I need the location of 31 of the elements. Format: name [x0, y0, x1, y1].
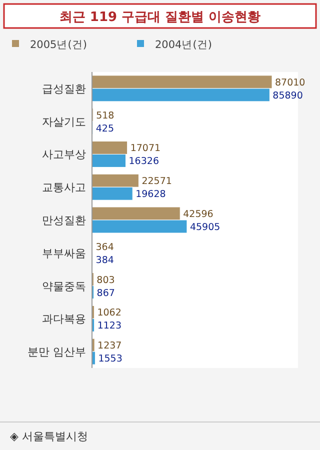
data-label: 85890: [272, 90, 303, 102]
data-label: 87010: [275, 77, 306, 88]
data-label: 16326: [128, 156, 160, 168]
data-label: 17071: [130, 143, 161, 154]
data-label: 1123: [97, 320, 122, 332]
y-tick-label: 분만 임산부: [28, 346, 86, 359]
data-label: 19628: [136, 189, 166, 200]
data-label: 518: [96, 110, 114, 122]
data-label: 384: [96, 254, 114, 266]
data-label: 364: [96, 242, 114, 253]
data-label: 803: [96, 274, 115, 286]
y-tick-label: 급성질환: [42, 82, 86, 96]
data-label: 1237: [98, 340, 122, 352]
y-tick-label: 부부싸움: [42, 246, 86, 260]
y-tick-label: 과다복용: [42, 312, 86, 326]
data-label: 42596: [183, 209, 214, 220]
y-tick-label: 약물중독: [42, 280, 86, 293]
data-label: 1062: [97, 308, 122, 319]
chart-title: 최근 119 구급대 질환별 이송현황: [59, 10, 261, 25]
data-label: 45905: [190, 222, 220, 233]
legend-label: 2005년(건): [30, 39, 87, 51]
y-tick-label: 교통사고: [42, 181, 86, 194]
y-tick-label: 자살기도: [42, 115, 86, 128]
data-label: 1553: [98, 354, 122, 365]
y-tick-label: 만성질환: [42, 214, 86, 227]
data-label: 425: [96, 123, 114, 134]
y-tick-label: 사고부상: [42, 148, 86, 162]
text: ◈ 서울특별시청: [10, 430, 88, 443]
legend-label: 2004년(건): [155, 39, 212, 51]
data-label: 22571: [142, 176, 172, 188]
data-label: 867: [96, 288, 115, 299]
